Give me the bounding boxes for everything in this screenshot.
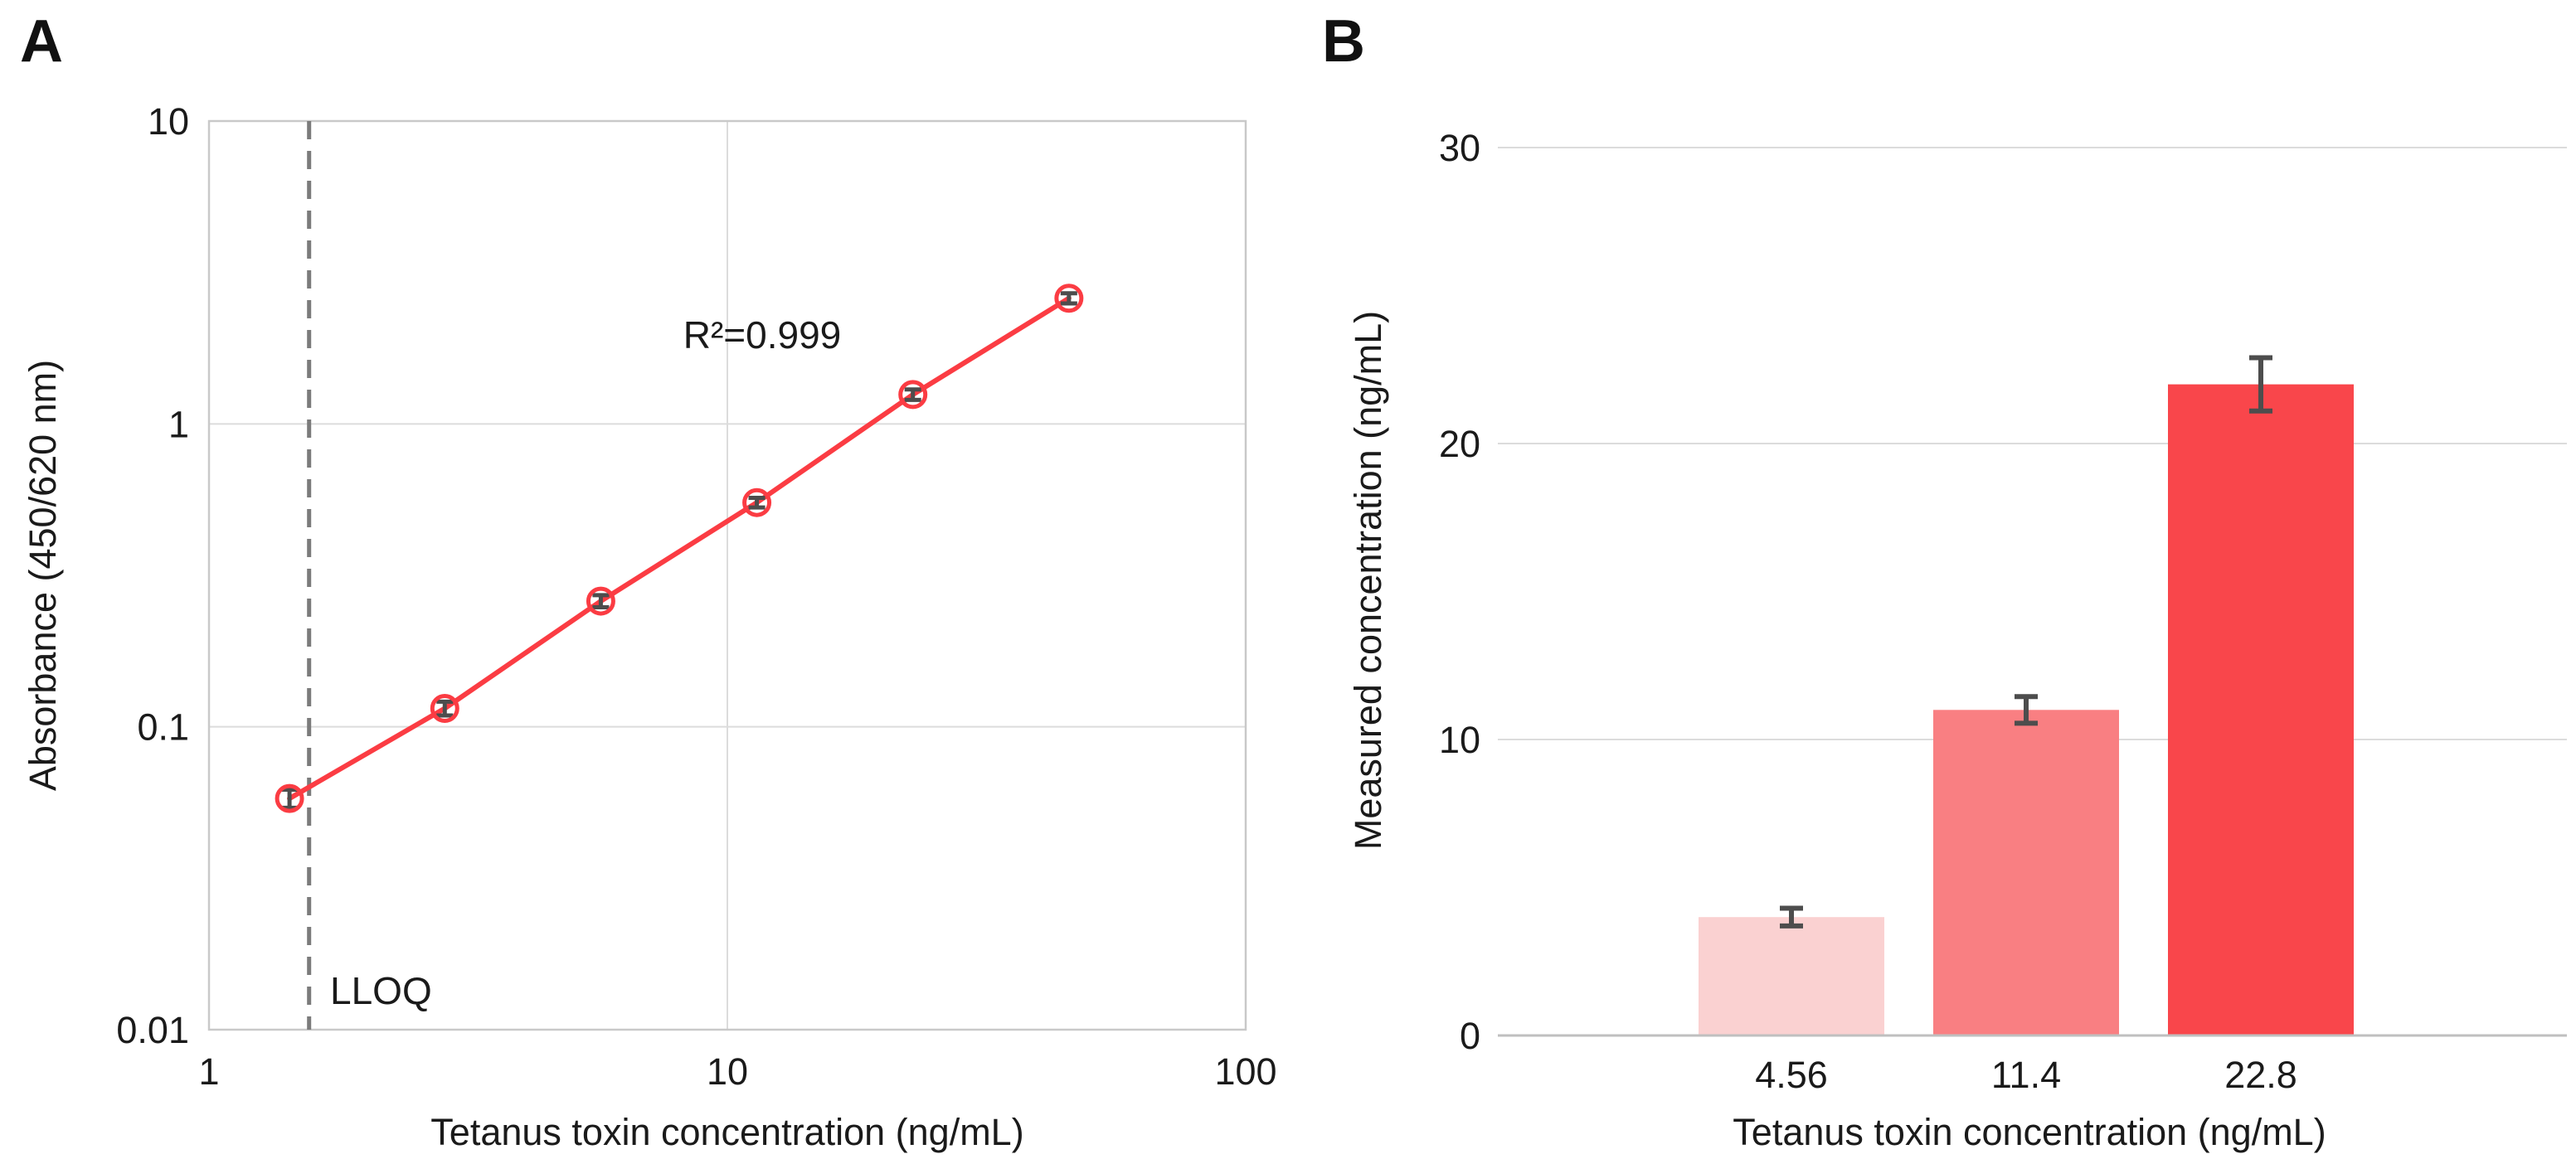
bar-category-label: 22.8: [2224, 1054, 2297, 1096]
data-point-marker: [1054, 284, 1084, 313]
y-tick-label: 0: [1460, 1015, 1480, 1057]
lloq-label: LLOQ: [330, 969, 432, 1012]
panel-b-y-axis-title: Measured concentration (ng/mL): [1347, 310, 1389, 851]
data-point-marker: [275, 783, 304, 813]
error-bar: [436, 699, 454, 718]
bar-error-bar: [2249, 355, 2272, 414]
x-tick-label: 10: [707, 1050, 748, 1093]
bar-error-bar: [1780, 905, 1803, 929]
bar: [2168, 384, 2354, 1035]
y-tick-label: 10: [1439, 719, 1480, 761]
r-squared-annotation: R²=0.999: [683, 313, 842, 356]
y-tick-label: 20: [1439, 423, 1480, 465]
bar-category-label: 4.56: [1755, 1054, 1828, 1096]
y-tick-label: 0.01: [116, 1009, 189, 1051]
x-tick-label: 100: [1214, 1050, 1276, 1093]
bar: [1699, 917, 1884, 1035]
error-bar: [748, 496, 766, 510]
panel-a-label: A: [20, 8, 63, 75]
error-bar: [592, 593, 610, 610]
standard-curve-line: [287, 295, 1072, 802]
error-bar: [904, 387, 921, 402]
data-point-marker: [430, 693, 459, 723]
y-tick-label: 10: [148, 100, 189, 143]
panel-a-y-axis-title: Absorbance (450/620 nm): [22, 359, 64, 792]
y-tick-label: 1: [168, 403, 189, 445]
plot-border: [207, 119, 1247, 1031]
data-point-marker: [742, 487, 772, 517]
bar-category-label: 11.4: [1991, 1054, 2061, 1096]
data-point-marker: [586, 586, 615, 616]
error-bar: [1060, 291, 1077, 306]
x-tick-label: 1: [198, 1050, 219, 1093]
data-point-marker: [898, 380, 928, 410]
y-tick-label: 30: [1439, 127, 1480, 169]
panel-b-x-axis-title: Tetanus toxin concentration (ng/mL): [1733, 1111, 2326, 1153]
panel-b-label: B: [1322, 8, 1365, 75]
bar: [1933, 710, 2119, 1035]
panel-a-x-axis-title: Tetanus toxin concentration (ng/mL): [430, 1111, 1024, 1153]
y-tick-label: 0.1: [137, 706, 189, 749]
bar-error-bar: [2015, 694, 2038, 726]
